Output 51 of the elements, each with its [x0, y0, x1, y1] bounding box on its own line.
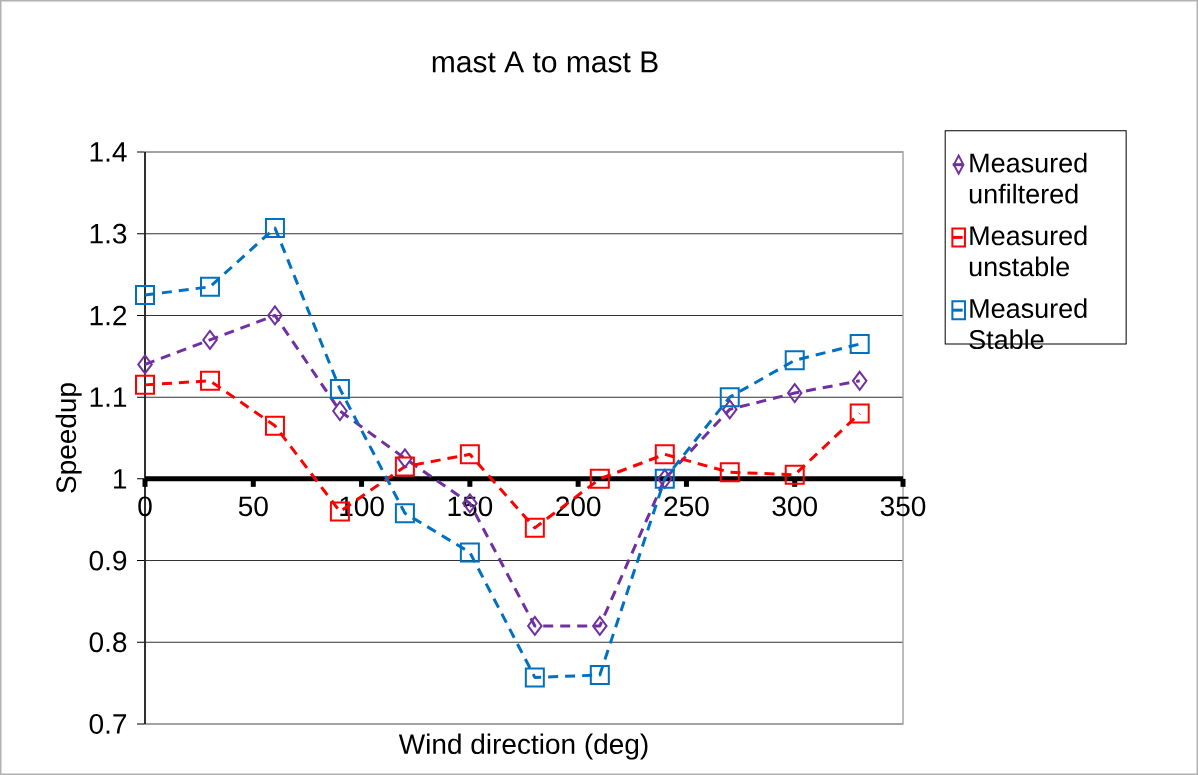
legend-label: Measured unstable — [969, 225, 1087, 277]
chart-title: mast A to mast B — [432, 51, 658, 73]
x-tick-label: 200 — [556, 496, 601, 517]
y-tick-label: 1 — [114, 469, 127, 489]
point — [719, 387, 740, 408]
point — [264, 217, 285, 238]
point — [264, 415, 285, 436]
point — [784, 350, 805, 371]
point — [719, 462, 740, 483]
point — [135, 284, 156, 305]
y-tick-label: 1.2 — [90, 305, 127, 326]
point — [135, 374, 156, 395]
point — [394, 503, 415, 524]
point — [459, 444, 480, 465]
point — [524, 517, 545, 538]
point — [654, 444, 675, 465]
legend-label: Measured Stable — [969, 298, 1087, 350]
x-axis-title: Wind direction (deg) — [398, 733, 648, 760]
point — [267, 305, 283, 326]
point — [202, 329, 218, 350]
point — [589, 468, 610, 489]
point — [851, 370, 868, 391]
point — [592, 615, 608, 636]
point — [329, 378, 350, 399]
point — [849, 334, 870, 355]
point — [199, 370, 220, 391]
point — [849, 403, 870, 424]
x-tick-label: 50 — [238, 496, 268, 517]
y-tick-label: 0.9 — [89, 550, 127, 571]
point — [524, 667, 545, 688]
x-tick-label: 300 — [772, 496, 817, 517]
y-axis-title: Speedup — [55, 383, 82, 493]
point — [527, 615, 543, 636]
point — [397, 448, 413, 469]
point — [459, 542, 480, 563]
point — [394, 456, 415, 477]
y-tick-label: 1.4 — [90, 142, 127, 162]
point — [199, 276, 220, 297]
y-tick-label: 1.1 — [90, 387, 127, 407]
x-tick-label: 350 — [880, 496, 926, 517]
y-tick-label: 1.3 — [90, 223, 127, 244]
point — [786, 383, 803, 404]
point — [722, 399, 738, 420]
point — [332, 401, 348, 422]
point — [784, 464, 805, 485]
point — [137, 354, 153, 375]
x-tick-label: 250 — [664, 496, 709, 517]
y-tick-label: 0.8 — [89, 632, 127, 653]
legend-label: Measured unfiltered — [969, 152, 1087, 204]
point — [589, 664, 610, 685]
y-tick-label: 0.7 — [89, 714, 127, 734]
